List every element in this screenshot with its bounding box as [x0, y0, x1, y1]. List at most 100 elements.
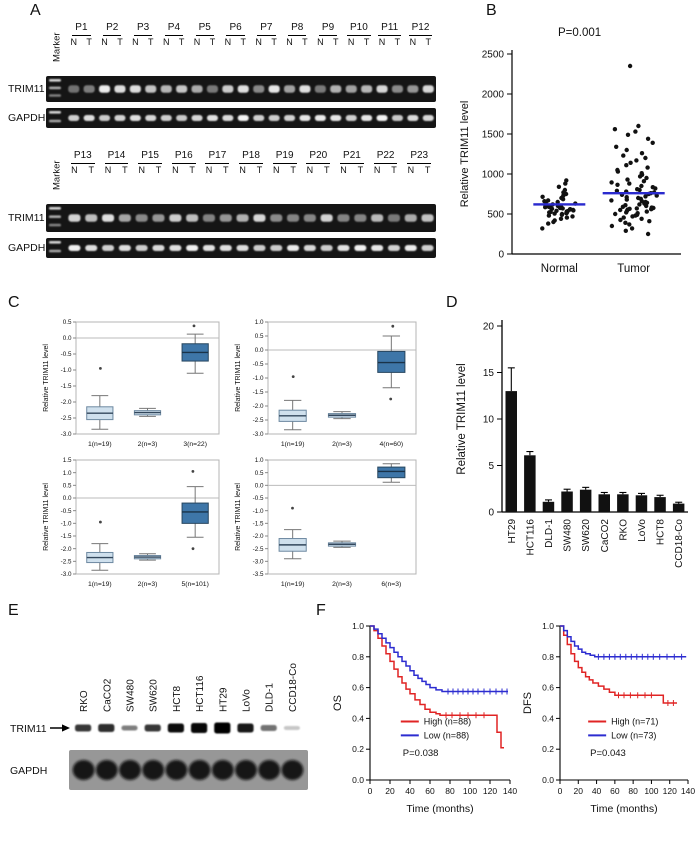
y-axis-title: Relative TRIM11 level — [43, 344, 50, 412]
y-tick-label: 2000 — [482, 90, 505, 101]
lane-label-n: N — [255, 36, 262, 47]
marker-band — [49, 223, 61, 227]
scatter-point — [639, 171, 644, 176]
y-tick-label: 0.8 — [542, 652, 554, 662]
cell-line-label: HCT8 — [172, 685, 183, 712]
gel-block-bottom: Marker P13 N T P14 N T P15 N T P16 N T P17 N T P18 N T P19 N… — [8, 146, 438, 278]
y-axis-title: Relative TRIM11 level — [235, 483, 242, 551]
outlier-point — [291, 506, 294, 510]
cell-line-label: RKO — [79, 690, 90, 712]
marker-band — [49, 241, 61, 244]
gel-band — [314, 115, 326, 121]
gel-band — [287, 245, 300, 251]
gel-band — [152, 245, 165, 251]
patient-label: P16 — [171, 150, 196, 164]
patient-header-row: P1 N T P2 N T P3 N T P4 N T P5 N T P6 N T P7 N T P8 N T P9 N T P10 N… — [66, 22, 436, 47]
gel-band — [206, 115, 218, 121]
gel-band — [191, 85, 203, 93]
panel-b-letter: B — [486, 2, 497, 19]
y-tick-label: -2.0 — [253, 403, 264, 410]
lane-label-t: T — [323, 164, 330, 175]
scatter-point — [637, 202, 642, 207]
marker-band — [49, 86, 61, 90]
gapdh-band — [142, 760, 165, 780]
patient-column: P7 N T — [251, 22, 282, 47]
lane-label-n: N — [239, 164, 246, 175]
patient-label: P6 — [226, 22, 245, 36]
patient-label: P18 — [239, 150, 263, 164]
gel-band — [270, 245, 283, 251]
y-tick-label: 0.5 — [255, 470, 264, 477]
y-tick-label: 0.5 — [255, 333, 264, 340]
scatter-point — [645, 231, 651, 237]
gel-band — [303, 245, 316, 251]
trim11-band — [237, 723, 254, 733]
y-tick-label: -3.0 — [253, 431, 264, 438]
gel-band — [391, 85, 403, 93]
gel-band — [345, 85, 357, 93]
gel-band — [145, 85, 157, 93]
y-tick-label: 0.8 — [352, 652, 364, 662]
x-tick-label: 0 — [558, 786, 563, 796]
gel-band — [404, 245, 417, 251]
lane-label-n: N — [71, 164, 78, 175]
outlier-point — [191, 547, 195, 551]
scatter-point — [639, 216, 644, 221]
x-category-label: 3(n=22) — [183, 441, 207, 448]
x-category-label: CCD18-Co — [674, 519, 685, 568]
lane-label-n: N — [378, 36, 386, 47]
x-tick-label: 120 — [483, 786, 497, 796]
trim11-arrow-head — [62, 724, 70, 732]
marker-band — [49, 215, 61, 218]
legend-label: Low (n=88) — [424, 730, 469, 740]
x-tick-label: 80 — [628, 786, 638, 796]
gel-band — [237, 115, 249, 121]
y-tick-label: 0.0 — [63, 335, 72, 342]
gel-band — [253, 115, 265, 121]
lane-label-t: T — [357, 164, 364, 175]
lane-label-t: T — [363, 36, 370, 47]
gel-band — [354, 214, 367, 222]
y-tick-label: -1.5 — [253, 389, 264, 396]
bar — [598, 494, 610, 512]
patient-header-row: P13 N T P14 N T P15 N T P16 N T P17 N T P18 N T P19 N T P20 N T… — [66, 150, 436, 175]
y-tick-label: 0.4 — [352, 713, 364, 723]
gel-band — [407, 85, 419, 93]
gel-band — [253, 85, 265, 93]
scatter-point — [540, 226, 545, 231]
y-axis-title: Relative TRIM11 level — [459, 101, 471, 208]
lane-label-t: T — [155, 164, 162, 175]
y-tick-label: 5 — [488, 461, 494, 472]
plot-frame — [267, 459, 417, 575]
patient-label: P23 — [407, 150, 432, 164]
y-tick-label: -1.0 — [253, 508, 264, 515]
gel-block-top: Marker P1 N T P2 N T P3 N T P4 N T P5 N T P6 N T P7 N T P8 N T P9… — [8, 18, 438, 150]
outlier-point — [389, 397, 393, 401]
y-tick-label: -0.5 — [253, 361, 264, 368]
lane-label-t: T — [424, 164, 431, 175]
gel-band — [303, 214, 316, 222]
gel-band — [407, 115, 419, 121]
y-tick-label: 10 — [483, 415, 495, 426]
lane-label-t: T — [425, 36, 431, 47]
y-tick-label: -2.5 — [61, 415, 72, 422]
scatter-point — [612, 127, 618, 132]
y-tick-label: 1.0 — [255, 457, 264, 464]
lane-label-n: N — [347, 36, 355, 47]
patient-column: P6 N T — [220, 22, 251, 47]
cell-line-label: HCT116 — [195, 675, 206, 712]
scatter-point — [635, 187, 640, 192]
scatter-point — [552, 218, 557, 223]
lane-label-n: N — [138, 164, 145, 175]
cell-line-label: CCD18-Co — [288, 663, 299, 712]
x-tick-label: 20 — [574, 786, 584, 796]
p-value-label: P=0.001 — [558, 27, 601, 39]
patient-column: P16 N T — [167, 150, 201, 175]
scatter-point — [643, 194, 648, 199]
scatter-point — [615, 167, 620, 173]
outlier-point — [99, 520, 102, 524]
